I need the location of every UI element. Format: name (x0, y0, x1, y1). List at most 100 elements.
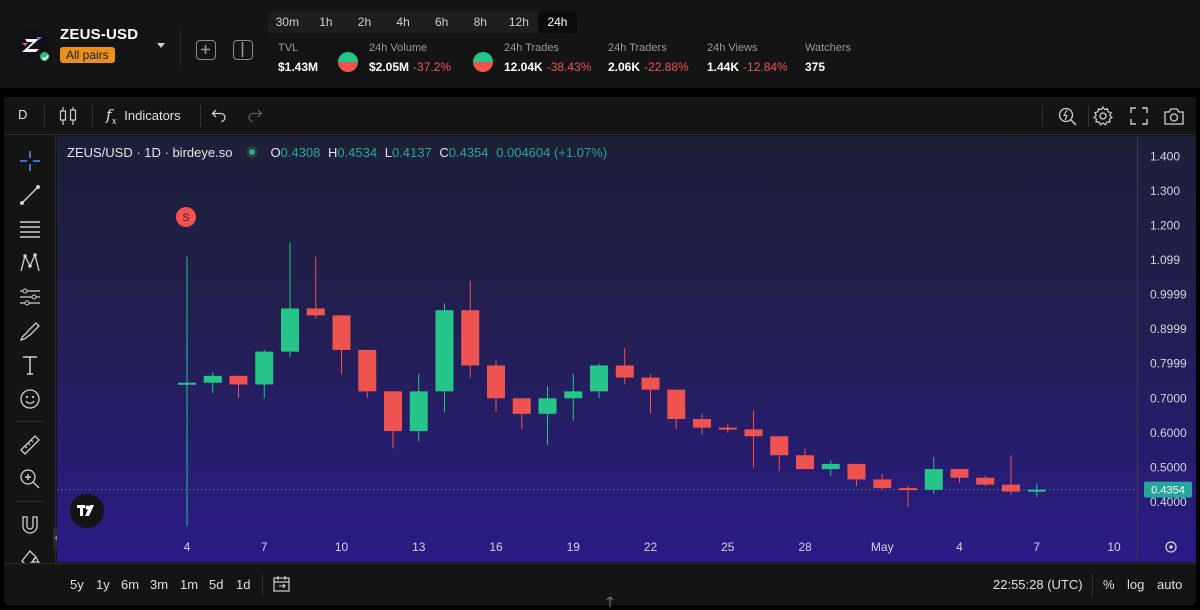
trend-line-icon[interactable] (18, 183, 42, 207)
redo-icon[interactable] (247, 108, 263, 122)
utc-clock[interactable]: 22:55:28 (UTC) (993, 577, 1083, 592)
plot-area[interactable] (57, 136, 1137, 562)
legend-symbol: ZEUS/USD · 1D · birdeye.so (67, 145, 233, 160)
time-tick-label: 4 (184, 540, 191, 554)
quick-search-icon[interactable] (1056, 105, 1078, 127)
divider (1092, 574, 1093, 596)
price-tick-label: 0.7999 (1150, 357, 1187, 371)
legend-l-label: L (384, 145, 392, 160)
price-tick-label: 0.6000 (1150, 426, 1187, 440)
time-tick-label: 28 (798, 540, 812, 554)
emoji-icon[interactable] (18, 387, 42, 411)
ruler-icon[interactable] (18, 433, 42, 457)
range-3m[interactable]: 3m (150, 577, 169, 592)
stat-label: Watchers (805, 42, 852, 54)
timeframe-1h[interactable]: 1h (319, 15, 333, 29)
undo-icon[interactable] (211, 108, 227, 122)
legend-h-label: H (327, 145, 338, 160)
candle-body (538, 398, 557, 414)
candle-body (847, 463, 866, 480)
chevron-down-icon[interactable] (156, 40, 166, 50)
zoom-in-icon[interactable] (18, 467, 42, 491)
timeframe-12h[interactable]: 12h (508, 15, 529, 29)
range-5y[interactable]: 5y (70, 577, 84, 592)
crosshair-icon[interactable] (18, 149, 42, 173)
time-tick-label: 7 (261, 540, 268, 554)
stat-views: 24h Views 1.44K -12.84% (707, 42, 788, 74)
trades-ratio-icon (473, 52, 493, 72)
range-1m[interactable]: 1m (180, 577, 199, 592)
brush-icon[interactable] (18, 319, 42, 343)
time-tick-label: 19 (567, 540, 581, 554)
timeframe-8h[interactable]: 8h (473, 15, 487, 29)
stat-value: $2.05M (369, 60, 410, 74)
token-logo (16, 28, 51, 63)
candle-body (641, 377, 660, 390)
stat-label: 24h Trades (504, 42, 560, 54)
percent-toggle[interactable]: % (1103, 577, 1115, 592)
candles-icon[interactable] (58, 105, 78, 127)
candle-body (1027, 489, 1046, 492)
indicators-button[interactable]: fx Indicators (106, 106, 181, 127)
auto-toggle[interactable]: auto (1157, 577, 1183, 592)
divider (262, 574, 263, 596)
timeframe-6h[interactable]: 6h (434, 15, 449, 29)
time-tick-label: 4 (956, 540, 963, 554)
candle-body (564, 391, 583, 399)
candle-body (1002, 484, 1020, 492)
stat-volume: 24h Volume $2.05M -37.2% (369, 42, 451, 74)
resize-handle-icon[interactable] (604, 596, 616, 608)
split-view-button[interactable] (233, 40, 253, 60)
chart-legend: ZEUS/USD · 1D · birdeye.so O0.4308 H0.453… (67, 145, 607, 160)
time-tick-label: 13 (412, 540, 426, 554)
signal-marker (176, 207, 196, 227)
timeframe-24h[interactable]: 24h (538, 11, 577, 33)
axis-settings-icon (1165, 541, 1177, 553)
time-tick-label: 10 (1107, 540, 1121, 554)
divider (1088, 105, 1089, 127)
bottom-toolbar: 5y 1y 6m 3m 1m 5d 1d 22:55:28 (UTC) % lo… (4, 563, 1196, 605)
candle-body (487, 365, 505, 399)
add-chart-button[interactable] (196, 40, 216, 60)
timeframe-30m[interactable]: 30m (275, 15, 299, 29)
stat-value: 12.04K (504, 60, 543, 74)
pair-selector[interactable]: ZEUS-USD All pairs (16, 26, 138, 64)
camera-icon[interactable] (1162, 105, 1186, 127)
fib-retracement-icon[interactable] (18, 217, 42, 241)
settings-gear-icon[interactable] (1092, 105, 1114, 127)
legend-change: 0.004604 (+1.07%) (496, 145, 608, 160)
divider (180, 30, 181, 66)
interval-button[interactable]: D (18, 107, 28, 122)
tradingview-logo[interactable] (70, 494, 104, 528)
fullscreen-icon[interactable] (1128, 105, 1150, 127)
go-to-date-icon[interactable] (272, 574, 292, 594)
log-toggle[interactable]: log (1127, 577, 1145, 592)
all-pairs-badge[interactable]: All pairs (60, 47, 115, 63)
candle-body (358, 349, 377, 392)
candle-body (950, 469, 969, 478)
pattern-icon[interactable] (18, 251, 42, 275)
candle-body (821, 463, 840, 470)
range-6m[interactable]: 6m (121, 577, 140, 592)
range-1y[interactable]: 1y (96, 577, 110, 592)
price-tick-label: 0.9999 (1150, 288, 1187, 302)
candle-body (744, 429, 763, 437)
legend-close: 0.4354 (448, 145, 489, 160)
projection-icon[interactable] (18, 285, 42, 309)
last-price-badge (1144, 481, 1192, 498)
candle-body (229, 375, 248, 385)
market-status-icon (246, 146, 259, 158)
divider (200, 105, 201, 127)
legend-c-label: C (439, 145, 449, 160)
timeframe-2h[interactable]: 2h (357, 15, 372, 29)
range-1d[interactable]: 1d (236, 577, 251, 592)
range-5d[interactable]: 5d (209, 577, 224, 592)
timeframe-4h[interactable]: 4h (396, 15, 410, 29)
time-tick-label: 7 (1033, 540, 1040, 554)
text-icon[interactable] (18, 353, 42, 377)
candle-body (332, 315, 351, 350)
candle-body (461, 310, 480, 366)
magnet-icon[interactable] (18, 513, 42, 537)
candle-body (306, 308, 325, 316)
price-tick-label: 0.4000 (1150, 495, 1187, 509)
